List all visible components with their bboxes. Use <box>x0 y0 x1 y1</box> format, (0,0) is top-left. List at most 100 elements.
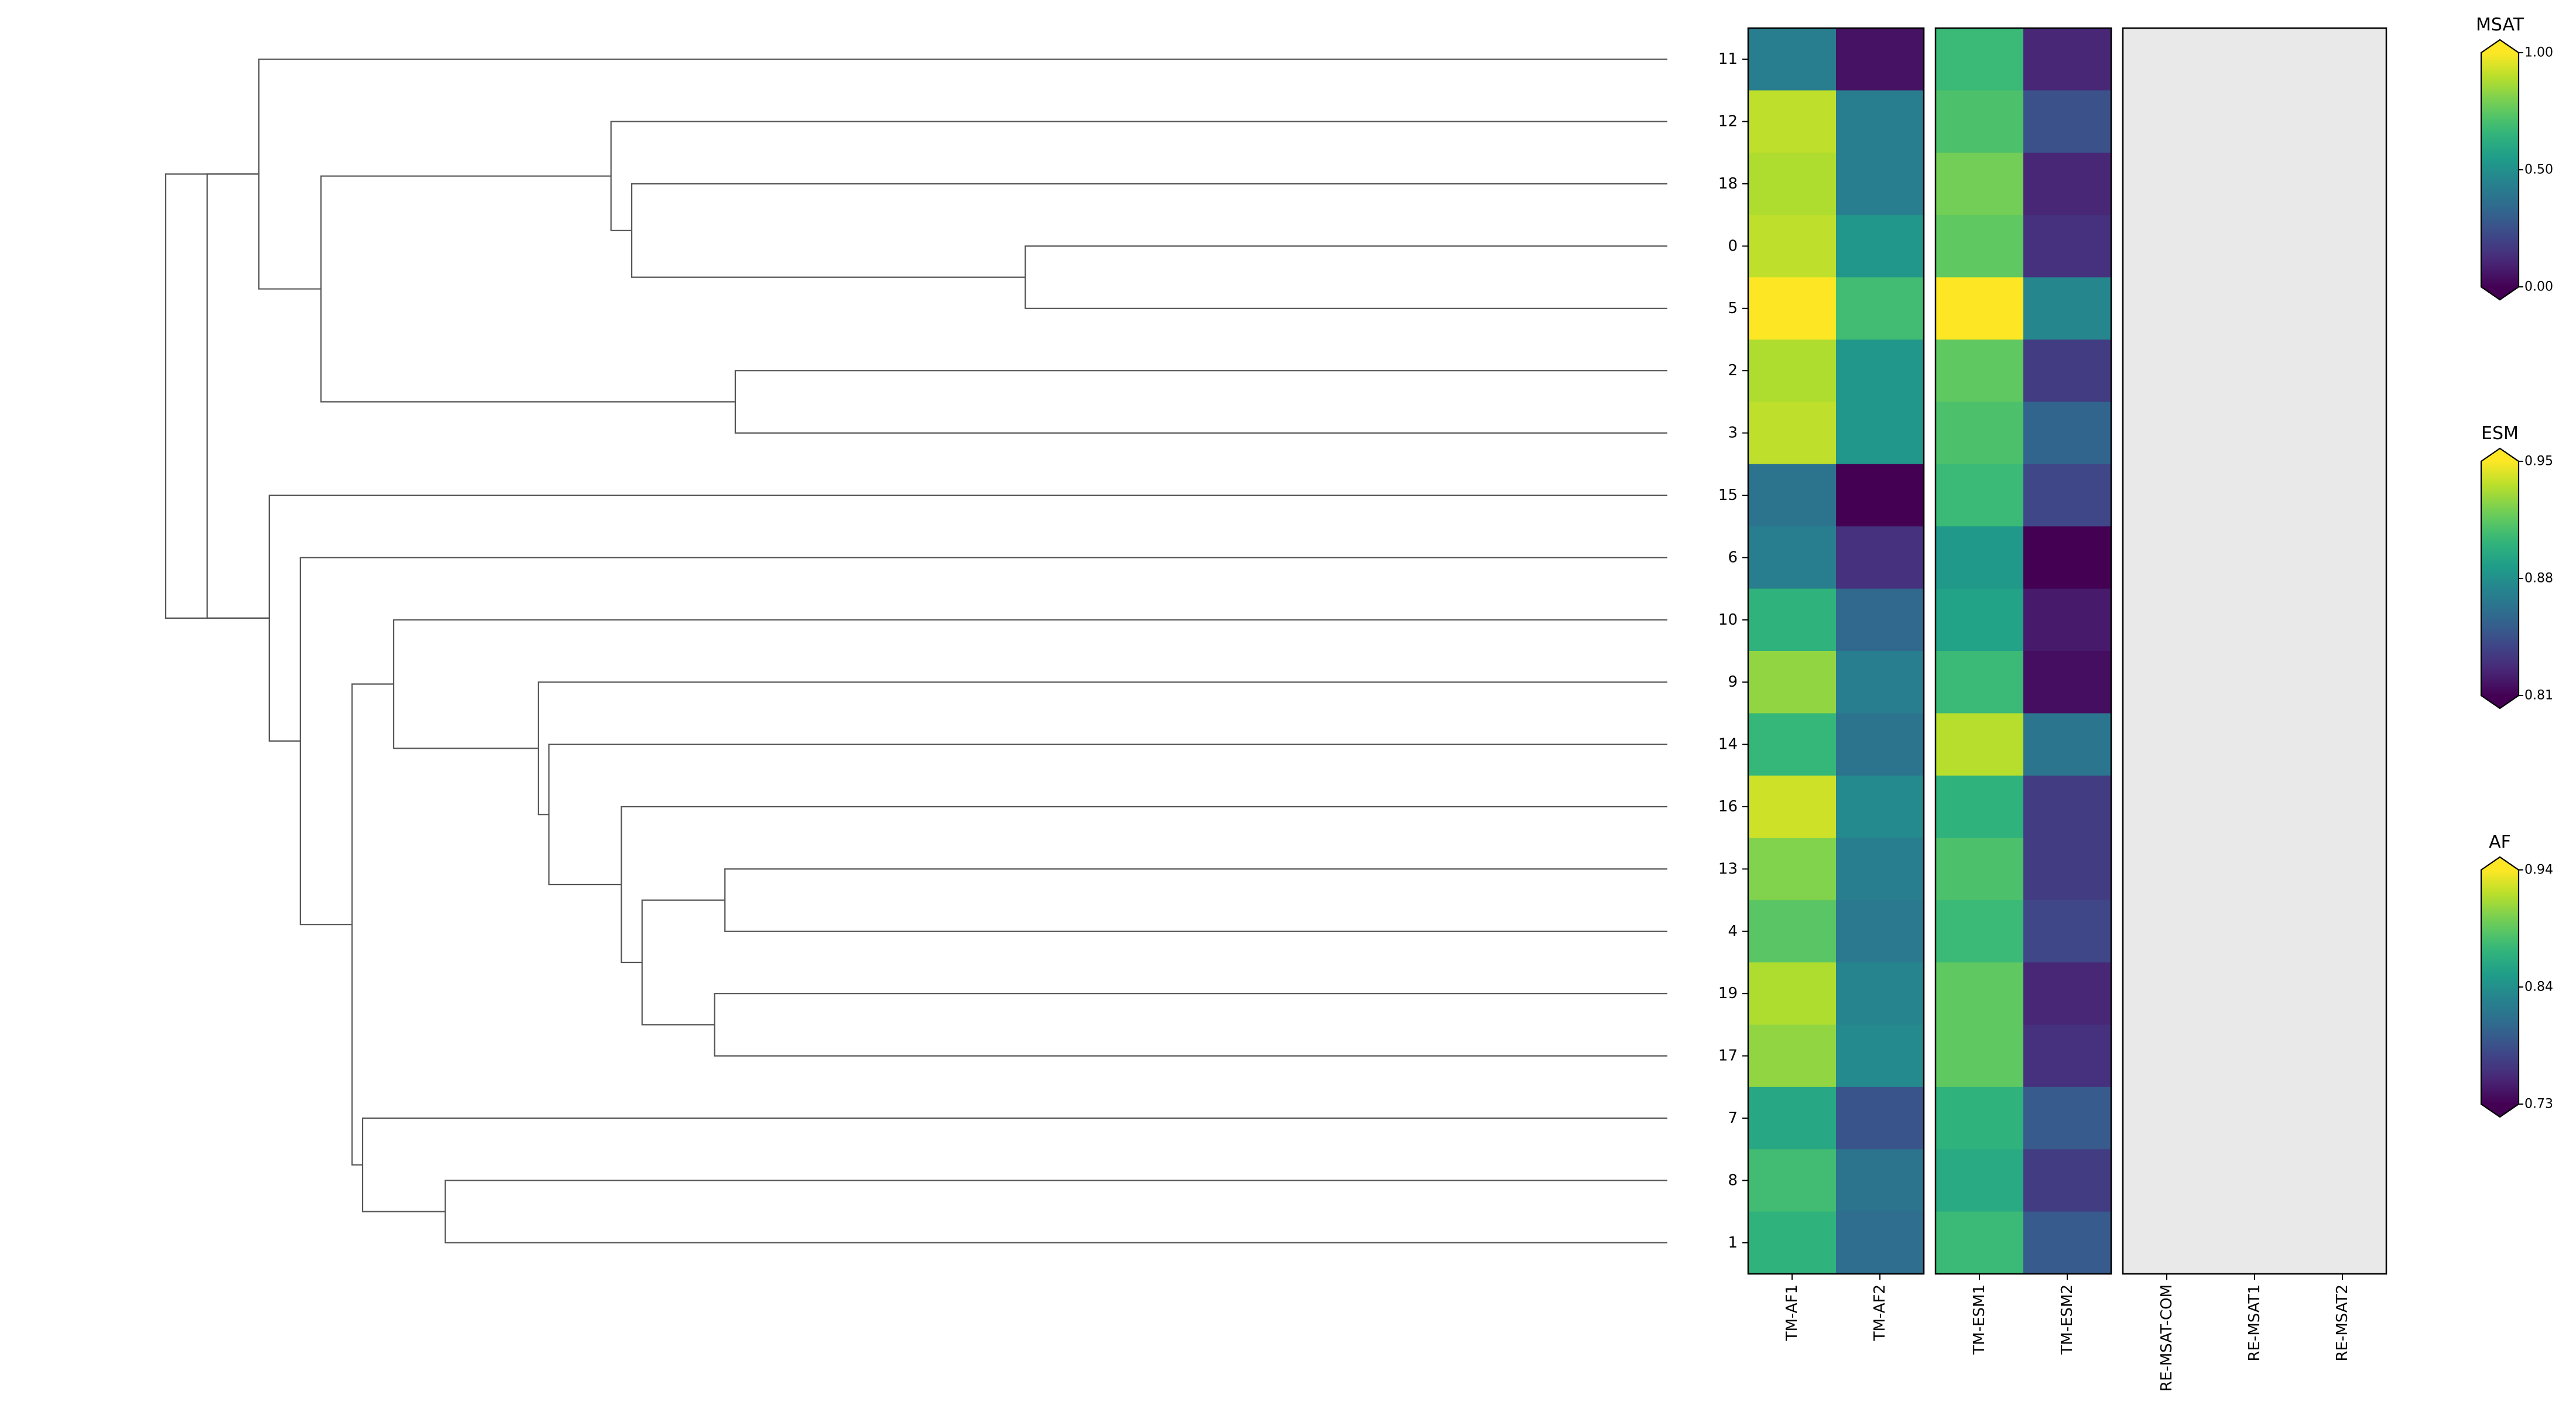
row-label: 13 <box>1718 860 1738 878</box>
dendrogram-link <box>362 1117 1667 1212</box>
heatmap-cell <box>2023 588 2112 652</box>
colorbar-tick-label: 0.84 <box>2524 980 2553 995</box>
dendrogram-link <box>610 121 1667 231</box>
heatmap-cell <box>1936 90 2024 153</box>
row-label: 6 <box>1728 549 1738 566</box>
dendrogram-link <box>724 868 1667 932</box>
dendrogram-link <box>734 370 1667 434</box>
row-label: 8 <box>1728 1171 1738 1189</box>
heatmap-cell <box>1936 775 2024 838</box>
colorbar-extend-min <box>2481 287 2519 300</box>
heatmap-cell <box>2023 1211 2112 1274</box>
colorbar-tick-label: 0.94 <box>2524 863 2553 878</box>
dendrogram-link <box>537 681 1667 815</box>
heatmap-cell <box>1936 402 2024 465</box>
heatmap-cell <box>1748 152 1837 215</box>
heatmap-cell <box>1836 1211 1924 1274</box>
colorbar-af: AF 0.73 0.84 0.94 <box>2480 832 2553 1118</box>
heatmap-cell <box>1748 402 1837 465</box>
heatmap-cell <box>2023 90 2112 153</box>
dendrogram-link <box>1025 245 1667 309</box>
heatmap-cell <box>2023 526 2112 590</box>
row-label: 14 <box>1718 736 1738 753</box>
heatmap-cell <box>2023 1149 2112 1212</box>
heatmap-cell <box>1836 28 1924 91</box>
colorbar-extend-max <box>2481 40 2519 53</box>
heatmap-cell <box>1936 1149 2024 1212</box>
heatmap-cell <box>1748 962 1837 1025</box>
colorbar-msat: MSAT 0.00 0.50 1.00 <box>2476 15 2553 301</box>
heatmap-cell <box>1936 838 2024 901</box>
heatmap-cell <box>1936 900 2024 963</box>
colorbar-extend-min <box>2481 695 2519 708</box>
heatmap-cell <box>2023 651 2112 714</box>
heatmap-cell <box>1836 526 1924 590</box>
heatmap-cell <box>2023 775 2112 838</box>
heatmap-cell <box>1836 215 1924 278</box>
panel-frame <box>1934 27 2112 1275</box>
heatmap-cell <box>1936 340 2024 402</box>
heatmap-cell <box>2023 1024 2112 1088</box>
heatmap-cell <box>1748 651 1837 714</box>
heatmap-cell <box>2023 713 2112 776</box>
row-label: 1 <box>1728 1234 1738 1252</box>
dendrogram-link <box>444 1180 1667 1243</box>
heatmap-cell <box>1836 651 1924 714</box>
heatmap-cell <box>2023 838 2112 901</box>
row-label: 17 <box>1718 1047 1738 1065</box>
dendrogram-link <box>165 173 269 619</box>
row-label: 12 <box>1718 113 1738 131</box>
dendrogram-link <box>631 183 1667 278</box>
heatmap-cell <box>1836 277 1924 340</box>
heatmap-cell <box>1936 962 2024 1025</box>
heatmap-cell <box>1936 1024 2024 1088</box>
heatmap-cell <box>1836 152 1924 215</box>
heatmap-cell <box>1936 152 2024 215</box>
row-labels: 11 12 18 0 5 2 3 15 6 10 9 14 16 13 4 19 17 7 8 1 <box>1718 50 1748 1252</box>
heatmap-cell <box>1748 588 1837 652</box>
heatmap-cell <box>2023 402 2112 465</box>
panel-frame <box>1747 27 1925 1275</box>
heatmap-cell <box>1748 900 1837 963</box>
dendrogram-link <box>714 993 1667 1057</box>
heatmap-cell <box>1748 1149 1837 1212</box>
heatmap-cell <box>1748 28 1837 91</box>
heatmap-cell <box>1936 215 2024 278</box>
row-label: 7 <box>1728 1109 1738 1127</box>
heatmap-cell <box>1836 1024 1924 1088</box>
heatmap-panel-esm <box>1934 27 2112 1275</box>
heatmap-cell <box>1936 464 2024 527</box>
row-label: 15 <box>1718 486 1738 504</box>
colorbar-gradient <box>2481 870 2519 1104</box>
colorbar-gradient <box>2481 53 2519 287</box>
heatmap-cell <box>1936 588 2024 652</box>
heatmap-cell <box>1936 277 2024 340</box>
column-label: TM-AF1 <box>1783 1284 1801 1341</box>
row-label: 2 <box>1728 362 1738 379</box>
row-dendrogram <box>165 59 1667 1243</box>
dendrogram-link <box>299 557 1667 926</box>
colorbar-tick-label: 0.50 <box>2524 163 2553 177</box>
row-label: 19 <box>1718 985 1738 1002</box>
heatmap-cell <box>1836 713 1924 776</box>
colorbar-tick-label: 1.00 <box>2524 46 2553 60</box>
heatmap-cell <box>1836 838 1924 901</box>
row-label: 16 <box>1718 798 1738 815</box>
column-label: TM-AF2 <box>1871 1284 1889 1341</box>
colorbar-gradient <box>2481 461 2519 695</box>
row-label: 9 <box>1728 673 1738 691</box>
heatmap-cell <box>2023 152 2112 215</box>
heatmap-cell <box>1748 464 1837 527</box>
heatmap-cell <box>2023 28 2112 91</box>
heatmap-cell <box>2023 215 2112 278</box>
column-label: RE-MSAT-COM <box>2158 1284 2176 1392</box>
heatmap-cell <box>2023 962 2112 1025</box>
heatmap-cell <box>2023 340 2112 402</box>
heatmap-empty-panel <box>2123 28 2386 1274</box>
heatmap-cell <box>1748 90 1837 153</box>
heatmap-cell <box>1836 1087 1924 1150</box>
dendrogram-link <box>548 743 1667 886</box>
heatmap-cell <box>1936 28 2024 91</box>
dendrogram-link <box>258 59 1667 290</box>
heatmap-cell <box>1836 775 1924 838</box>
